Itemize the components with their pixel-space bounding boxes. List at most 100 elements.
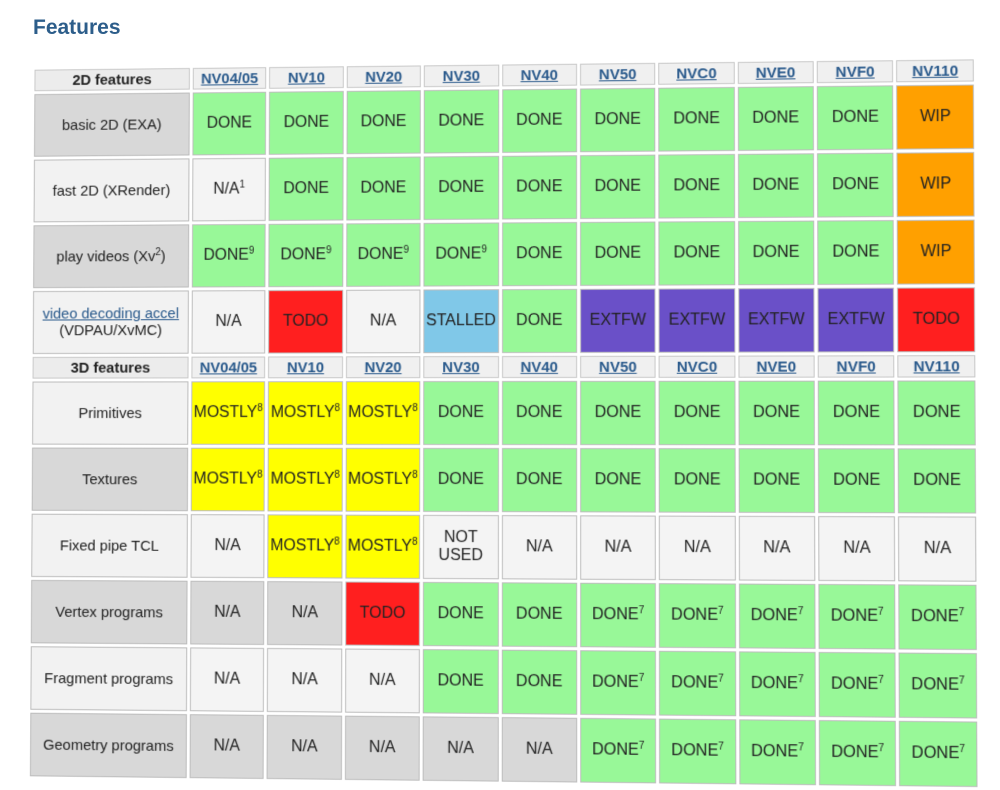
feature-label: fast 2D (XRender) <box>34 158 190 222</box>
status-text: DONE <box>752 176 799 193</box>
status-cell: EXTFW <box>818 288 895 353</box>
status-cell: N/A <box>267 715 342 780</box>
status-cell: DONE <box>659 221 735 286</box>
chip-link[interactable]: NV110 <box>913 358 959 375</box>
status-cell: MOSTLY8 <box>346 381 421 445</box>
status-text: MOSTLY <box>271 405 335 422</box>
chip-link[interactable]: NVE0 <box>756 358 796 375</box>
status-cell: N/A <box>190 714 265 779</box>
table-row: play videos (Xv2) DONE9 DONE9 DONE9 DONE9 DON… <box>33 220 975 289</box>
status-cell: N/A <box>346 290 421 354</box>
status-cell: MOSTLY8 <box>345 448 420 512</box>
chip-link[interactable]: NVC0 <box>677 358 717 375</box>
feature-text: (VDPAU/XvMC) <box>59 322 162 339</box>
status-cell: DONE <box>424 89 499 153</box>
chip-link[interactable]: NVF0 <box>836 63 875 80</box>
status-text: N/A <box>526 741 553 758</box>
footnote-marker: 7 <box>798 606 804 617</box>
status-cell: TODO <box>345 582 420 647</box>
status-text: DONE <box>832 109 879 126</box>
status-cell: WIP <box>897 152 975 217</box>
status-cell: N/A <box>659 516 735 581</box>
status-cell: N/A <box>898 516 976 581</box>
chip-link[interactable]: NVE0 <box>756 64 796 81</box>
status-cell: DONE <box>580 88 656 152</box>
footnote-marker: 8 <box>257 470 263 481</box>
status-text: DONE <box>671 675 718 693</box>
status-cell: DONE <box>580 381 656 445</box>
status-text: MOSTLY <box>193 471 257 488</box>
chip-link[interactable]: NV20 <box>365 68 402 85</box>
status-text: DONE <box>831 608 878 626</box>
status-text: MOSTLY <box>348 405 412 422</box>
status-text: N/A <box>370 312 396 329</box>
chip-link[interactable]: NV30 <box>443 67 480 84</box>
footnote-marker: 8 <box>412 537 418 548</box>
chip-link[interactable]: NV110 <box>912 62 958 80</box>
table-row: Fixed pipe TCL N/A MOSTLY8 MOSTLY8 NOT USED N… <box>31 514 976 582</box>
status-cell: DONE <box>501 650 577 715</box>
status-cell: DONE <box>346 157 421 221</box>
table-row: Fragment programs N/A N/A N/A DONE DONE DONE7 D… <box>30 646 977 718</box>
status-cell: DONE7 <box>659 651 736 716</box>
status-cell: DONE7 <box>899 653 977 719</box>
chip-link[interactable]: NVF0 <box>837 358 876 375</box>
status-cell: N/A <box>267 581 342 645</box>
status-cell: N/A <box>345 716 420 781</box>
status-cell: DONE7 <box>818 584 895 650</box>
feature-text: Textures <box>82 471 137 488</box>
status-text: DONE <box>831 676 878 694</box>
status-text: WIP <box>920 175 951 192</box>
chip-link[interactable]: NV10 <box>288 69 325 86</box>
chip-link[interactable]: NV50 <box>599 66 637 83</box>
status-text: DONE <box>753 244 800 261</box>
chip-header-nve0: NVE0 <box>737 61 813 84</box>
chip-header-nv10: NV10 <box>268 356 342 378</box>
chip-link[interactable]: NV04/05 <box>201 70 258 87</box>
footnote-marker: 7 <box>718 606 724 617</box>
feature-text: Fragment programs <box>44 670 173 688</box>
chip-link[interactable]: NV20 <box>364 359 401 376</box>
chip-link[interactable]: NV30 <box>442 359 479 376</box>
status-cell: STALLED <box>423 289 498 353</box>
status-cell: DONE <box>502 289 577 353</box>
footnote-marker: 7 <box>798 743 804 754</box>
status-text: N/A <box>447 740 474 757</box>
footnote-marker: 7 <box>878 607 884 618</box>
status-text: DONE <box>833 404 880 421</box>
status-cell: DONE <box>423 381 498 445</box>
status-text: DONE <box>674 471 721 488</box>
chip-link[interactable]: NV04/05 <box>200 359 257 376</box>
status-text: DONE <box>280 247 326 264</box>
status-text: EXTFW <box>669 311 726 328</box>
chip-link[interactable]: NVC0 <box>676 65 716 82</box>
status-text: N/A <box>605 539 632 556</box>
status-cell: DONE <box>738 448 815 513</box>
status-cell: DONE7 <box>580 583 656 648</box>
chip-link[interactable]: NV40 <box>521 66 558 83</box>
status-text: EXTFW <box>827 311 884 328</box>
status-cell: DONE9 <box>269 223 343 287</box>
status-text: DONE <box>674 404 721 421</box>
chip-link[interactable]: NV50 <box>599 358 637 375</box>
feature-text: Geometry programs <box>43 736 174 754</box>
status-text: N/A <box>369 739 396 756</box>
status-cell: DONE <box>502 155 577 219</box>
chip-header-nv50: NV50 <box>580 356 656 378</box>
feature-link[interactable]: video decoding accel <box>43 305 180 322</box>
status-cell: DONE <box>818 448 895 513</box>
status-cell: DONE7 <box>580 718 656 784</box>
status-text: DONE <box>595 471 642 488</box>
status-text: DONE <box>516 471 562 488</box>
chip-link[interactable]: NV10 <box>287 359 324 376</box>
chip-link[interactable]: NV40 <box>520 358 558 375</box>
status-cell: DONE <box>424 156 499 220</box>
status-text: DONE <box>516 404 562 421</box>
status-cell: DONE <box>659 448 735 513</box>
footnote-marker: 8 <box>334 537 340 548</box>
status-text: DONE <box>358 247 404 264</box>
status-cell: DONE <box>580 155 656 219</box>
status-cell: DONE <box>501 381 577 445</box>
chip-header-nv50: NV50 <box>580 63 656 86</box>
feature-text: Vertex programs <box>55 603 163 621</box>
